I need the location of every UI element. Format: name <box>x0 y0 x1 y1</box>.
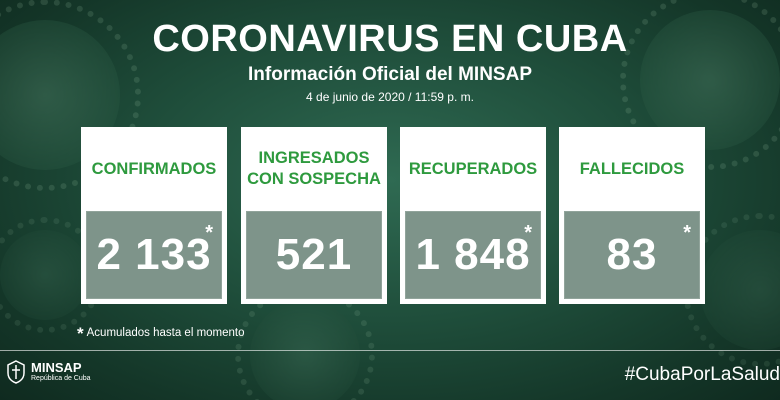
stat-label: RECUPERADOS <box>408 159 538 178</box>
stat-card-fallecidos: FALLECIDOS 83 * <box>559 127 705 304</box>
divider <box>0 350 780 351</box>
virus-illustration <box>0 217 103 333</box>
stat-value-box: 521 <box>246 211 382 299</box>
stat-value: 2 133 <box>96 230 212 279</box>
page-subtitle: Información Oficial del MINSAP <box>248 64 532 85</box>
footnote: * Acumulados hasta el momento <box>77 324 245 344</box>
stat-label-line: INGRESADOS <box>258 149 370 167</box>
logo-subtitle: República de Cuba <box>31 375 91 382</box>
report-date: 4 de junio de 2020 / 11:59 p. m. <box>306 90 474 104</box>
stat-label-line: CON SOSPECHA <box>247 170 381 188</box>
stat-label: INGRESADOS CON SOSPECHA <box>241 127 387 211</box>
page-title: CORONAVIRUS EN CUBA <box>152 18 628 60</box>
minsap-logo: MINSAP República de Cuba <box>6 360 91 384</box>
stat-value-box: 83 * <box>564 211 700 299</box>
hashtag: #CubaPorLaSalud <box>624 364 780 385</box>
stat-label: CONFIRMADOS <box>91 159 217 178</box>
footnote-text: Acumulados hasta el momento <box>86 327 245 339</box>
stat-value-box: 2 133 * <box>86 211 222 299</box>
minsap-emblem-icon <box>7 360 25 384</box>
asterisk-marker: * <box>205 222 213 244</box>
stat-value: 83 <box>606 230 658 279</box>
stat-card-recuperados: RECUPERADOS 1 848 * <box>400 127 546 304</box>
virus-illustration <box>620 0 780 170</box>
stat-card-confirmados: CONFIRMADOS 2 133 * <box>81 127 227 304</box>
virus-illustration <box>683 213 780 367</box>
logo-name: MINSAP <box>31 360 82 375</box>
asterisk-marker: * <box>77 324 84 343</box>
asterisk-marker: * <box>524 222 532 244</box>
stat-label: FALLECIDOS <box>579 159 685 178</box>
asterisk-marker: * <box>683 222 691 244</box>
stat-card-ingresados: INGRESADOS CON SOSPECHA 521 <box>241 127 387 304</box>
stat-value-box: 1 848 * <box>405 211 541 299</box>
stat-value: 1 848 <box>415 230 531 279</box>
stat-value: 521 <box>275 230 353 279</box>
